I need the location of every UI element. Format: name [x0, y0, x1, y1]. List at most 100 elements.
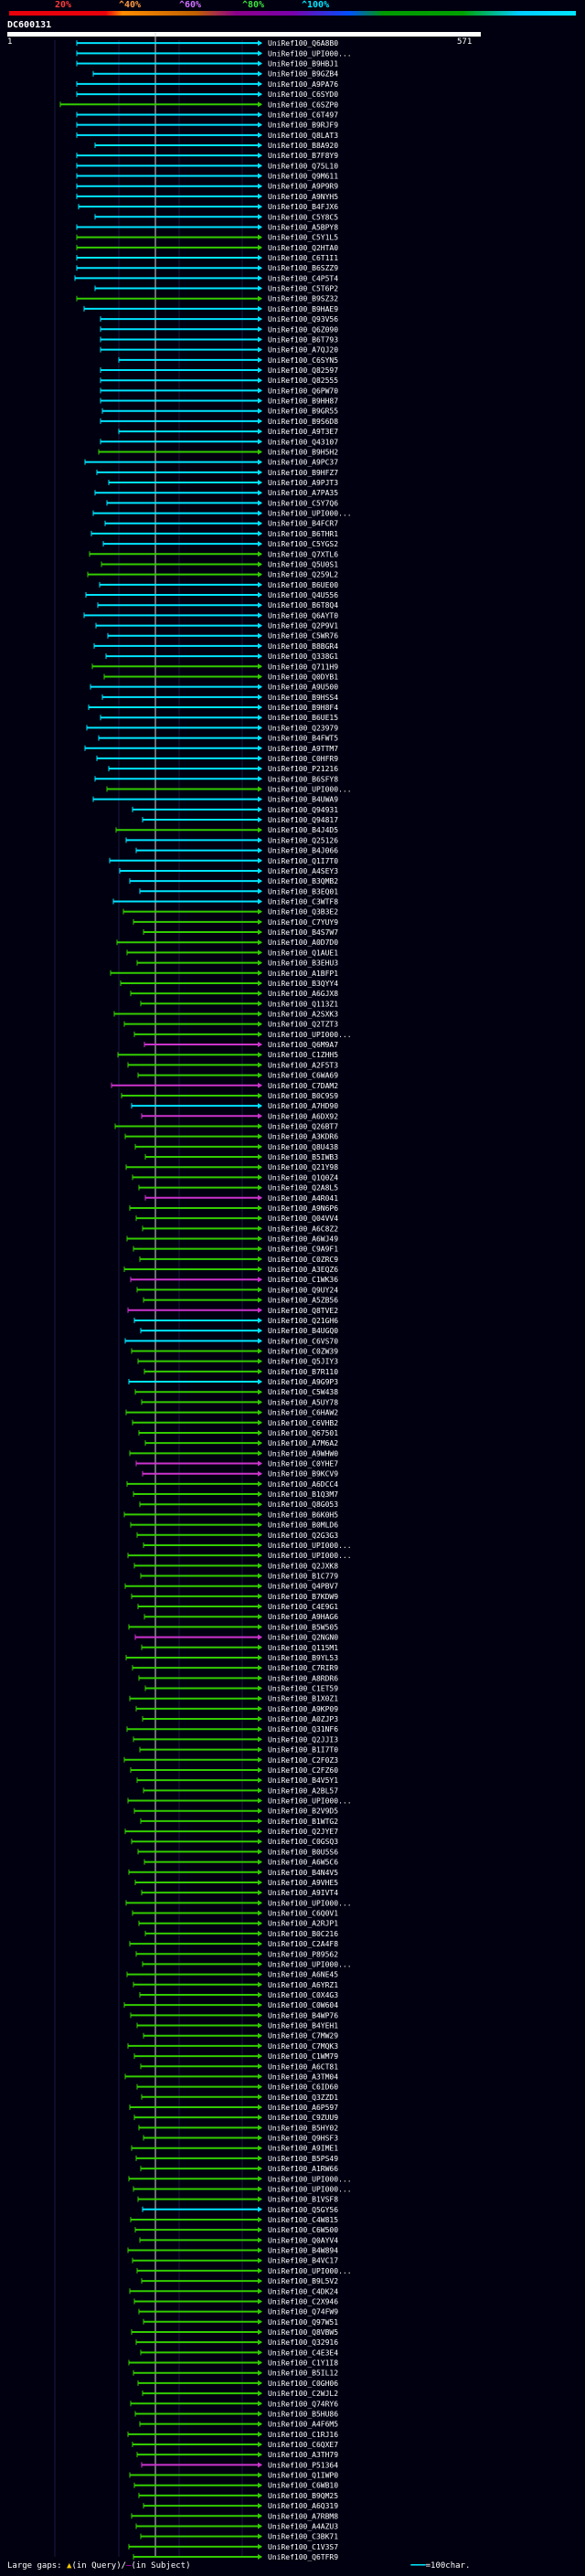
hit-label[interactable]: UniRef100_A9WHW0	[268, 1449, 338, 1458]
hit-row[interactable]: UniRef100_A7PA35	[94, 489, 338, 497]
hit-row[interactable]: UniRef100_P51364	[141, 2461, 338, 2469]
hit-row[interactable]: UniRef100_Q74FW9	[138, 2308, 338, 2316]
hit-label[interactable]: UniRef100_Q8VBW5	[268, 2328, 338, 2337]
hit-label[interactable]: UniRef100_A9T3E7	[268, 428, 338, 436]
hit-label[interactable]: UniRef100_Q21GH6	[268, 1317, 338, 1325]
hit-row[interactable]: UniRef100_C6VHB2	[132, 1419, 338, 1427]
hit-row[interactable]: UniRef100_A7RBM8	[131, 2512, 338, 2520]
hit-label[interactable]: UniRef100_C1ZHH5	[268, 1051, 338, 1059]
hit-row[interactable]: UniRef100_B9H8F4	[88, 704, 338, 712]
hit-row[interactable]: UniRef100_A3KDR6	[124, 1133, 338, 1141]
hit-label[interactable]: UniRef100_C0YHE7	[268, 1460, 338, 1468]
hit-label[interactable]: UniRef100_Q1I7T0	[268, 857, 338, 865]
hit-row[interactable]: UniRef100_A1BFP1	[110, 970, 338, 978]
hit-label[interactable]: UniRef100_A5UY78	[268, 1398, 338, 1406]
hit-label[interactable]: UniRef100_B4N4V5	[268, 1869, 338, 1877]
hit-label[interactable]: UniRef100_B3EQ01	[268, 887, 338, 896]
hit-row[interactable]: UniRef100_Q2G3G3	[136, 1532, 338, 1540]
hit-row[interactable]: UniRef100_A5BPY8	[76, 223, 338, 231]
hit-label[interactable]: UniRef100_UPI000...	[268, 49, 352, 58]
hit-row[interactable]: UniRef100_C4E3E4	[140, 2348, 338, 2357]
hit-row[interactable]: UniRef100_A6W5C6	[144, 1859, 338, 1867]
hit-label[interactable]: UniRef100_UPI000...	[268, 1899, 352, 1907]
hit-label[interactable]: UniRef100_Q97W51	[268, 2318, 338, 2327]
hit-label[interactable]: UniRef100_B4J066	[268, 847, 338, 855]
hit-row[interactable]: UniRef100_A9U500	[90, 684, 338, 692]
hit-label[interactable]: UniRef100_Q8G053	[268, 1500, 338, 1509]
hit-label[interactable]: UniRef100_B9QM25	[268, 2492, 338, 2500]
hit-label[interactable]: UniRef100_A9G9P3	[268, 1378, 338, 1386]
hit-row[interactable]: UniRef100_C6T1I1	[76, 254, 338, 262]
hit-row[interactable]: UniRef100_Q75L10	[76, 162, 338, 170]
hit-row[interactable]: UniRef100_A9VHE5	[134, 1879, 338, 1887]
hit-label[interactable]: UniRef100_B4WP76	[268, 2011, 338, 2019]
hit-label[interactable]: UniRef100_C2X946	[268, 2297, 338, 2306]
hit-label[interactable]: UniRef100_C0X4G3	[268, 1991, 338, 1999]
hit-row[interactable]: UniRef100_P89562	[135, 1950, 338, 1958]
hit-label[interactable]: UniRef100_B6SFY8	[268, 775, 338, 783]
hit-label[interactable]: UniRef100_Q6Z090	[268, 325, 338, 334]
hit-row[interactable]: UniRef100_B4FJX6	[78, 203, 338, 211]
hit-label[interactable]: UniRef100_C6T497	[268, 111, 338, 119]
hit-row[interactable]: UniRef100_A8RDR6	[138, 1674, 338, 1682]
hit-row[interactable]: UniRef100_B9HFZ7	[96, 469, 338, 477]
hit-row[interactable]: UniRef100_Q67501	[138, 1429, 338, 1437]
hit-row[interactable]: UniRef100_C6SZP0	[59, 101, 338, 109]
hit-row[interactable]: UniRef100_Q31NF6	[126, 1725, 338, 1733]
hit-row[interactable]: UniRef100_C3BK71	[140, 2533, 338, 2541]
hit-row[interactable]: UniRef100_A7QJ20	[100, 346, 338, 355]
hit-row[interactable]: UniRef100_Q6Z090	[100, 325, 338, 334]
hit-row[interactable]: UniRef100_C7MQK3	[127, 2042, 338, 2051]
hit-row[interactable]: UniRef100_A9HAG6	[144, 1613, 338, 1621]
hit-row[interactable]: UniRef100_Q26BT7	[114, 1122, 338, 1130]
hit-label[interactable]: UniRef100_B4YEH1	[268, 2022, 338, 2030]
hit-row[interactable]: UniRef100_UPI000...	[142, 1960, 352, 1968]
hit-label[interactable]: UniRef100_B6T8Q4	[268, 601, 338, 610]
hit-row[interactable]: UniRef100_Q338G1	[105, 652, 338, 661]
hit-label[interactable]: UniRef100_C1ET59	[268, 1685, 338, 1693]
hit-row[interactable]: UniRef100_B6SZZ9	[76, 264, 338, 272]
hit-row[interactable]: UniRef100_A6C8Z2	[142, 1224, 338, 1233]
hit-label[interactable]: UniRef100_Q0AYV4	[268, 2236, 338, 2244]
hit-row[interactable]: UniRef100_Q21Y98	[125, 1163, 338, 1171]
hit-label[interactable]: UniRef100_C1Y1I8	[268, 2359, 338, 2368]
hit-row[interactable]: UniRef100_B4V5Y1	[136, 1776, 338, 1785]
hit-row[interactable]: UniRef100_B8A920	[94, 142, 338, 150]
hit-label[interactable]: UniRef100_C4DK24	[268, 2287, 338, 2295]
hit-label[interactable]: UniRef100_A8RDR6	[268, 1674, 338, 1682]
hit-row[interactable]: UniRef100_B9GR55	[101, 408, 338, 416]
hit-row[interactable]: UniRef100_B1VSF8	[137, 2196, 338, 2204]
hit-row[interactable]: UniRef100_C0X4G3	[139, 1991, 338, 1999]
hit-row[interactable]: UniRef100_A2RJP1	[138, 1920, 338, 1928]
hit-row[interactable]: UniRef100_A9IVT4	[141, 1889, 338, 1897]
hit-row[interactable]: UniRef100_B9KCV9	[142, 1470, 338, 1479]
hit-label[interactable]: UniRef100_Q2G3G3	[268, 1532, 338, 1540]
hit-label[interactable]: UniRef100_A6YRZ1	[268, 1981, 338, 1989]
hit-label[interactable]: UniRef100_B9H5H2	[268, 448, 338, 456]
hit-label[interactable]: UniRef100_Q93V56	[268, 315, 338, 323]
hit-row[interactable]: UniRef100_B4WP76	[130, 2011, 338, 2019]
hit-label[interactable]: UniRef100_Q75L10	[268, 162, 338, 170]
hit-label[interactable]: UniRef100_B6UE15	[268, 714, 338, 722]
hit-row[interactable]: UniRef100_B0U5S6	[137, 1848, 338, 1856]
hit-label[interactable]: UniRef100_Q6A8B0	[268, 39, 338, 48]
hit-row[interactable]: UniRef100_A1RW66	[140, 2165, 338, 2173]
hit-label[interactable]: UniRef100_UPI000...	[268, 1552, 352, 1560]
hit-label[interactable]: UniRef100_B4FCR7	[268, 520, 338, 528]
hit-row[interactable]: UniRef100_A2SXK3	[113, 1010, 338, 1018]
hit-label[interactable]: UniRef100_C2FZ60	[268, 1766, 338, 1775]
hit-row[interactable]: UniRef100_A5ZB56	[143, 1297, 338, 1305]
hit-label[interactable]: UniRef100_Q82555	[268, 376, 338, 385]
hit-row[interactable]: UniRef100_B0MLD6	[130, 1521, 338, 1530]
hit-label[interactable]: UniRef100_Q2NGN0	[268, 1634, 338, 1642]
hit-label[interactable]: UniRef100_C6W500	[268, 2226, 338, 2234]
hit-row[interactable]: UniRef100_B6K0H5	[123, 1511, 338, 1519]
hit-row[interactable]: UniRef100_Q1Q0Z4	[132, 1173, 338, 1182]
hit-label[interactable]: UniRef100_B9HFZ7	[268, 469, 338, 477]
hit-label[interactable]: UniRef100_A9HAG6	[268, 1613, 338, 1621]
hit-label[interactable]: UniRef100_C6WB10	[268, 2482, 338, 2490]
hit-label[interactable]: UniRef100_A9PJT3	[268, 479, 338, 487]
hit-row[interactable]: UniRef100_C5Y7Q6	[106, 499, 338, 507]
hit-row[interactable]: UniRef100_C1ET59	[144, 1685, 338, 1693]
hit-row[interactable]: UniRef100_C1V3S7	[128, 2543, 338, 2551]
